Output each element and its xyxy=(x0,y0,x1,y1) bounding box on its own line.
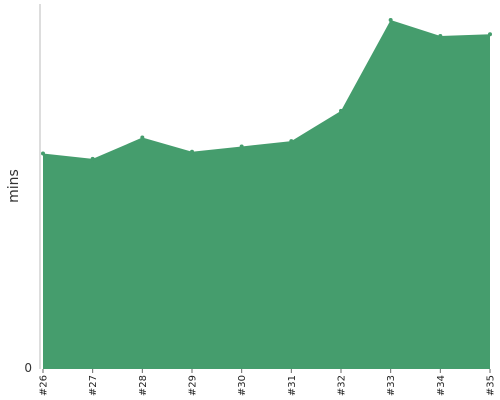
x-tick-label: #29 xyxy=(188,375,199,396)
x-tick-label: #31 xyxy=(287,375,298,396)
data-point xyxy=(41,151,45,156)
data-point xyxy=(339,108,343,113)
area-series xyxy=(43,20,490,370)
x-axis: #26 #27 #28 #29 #30 #31 #32 #33 #34 #35 xyxy=(39,369,497,396)
data-point xyxy=(239,144,244,149)
data-point xyxy=(90,156,95,161)
x-tick-label: #30 xyxy=(237,375,248,396)
data-point xyxy=(190,149,194,154)
plot-area xyxy=(41,18,492,370)
data-point xyxy=(488,32,492,37)
x-tick-label: #33 xyxy=(386,375,397,396)
x-tick-label: #35 xyxy=(486,375,497,396)
x-tick-label: #26 xyxy=(39,375,50,396)
y-axis-title: mins xyxy=(6,169,22,203)
x-tick-label: #28 xyxy=(138,375,149,396)
y-tick-label-0: 0 xyxy=(24,361,32,375)
data-point xyxy=(289,139,294,144)
x-tick-label: #32 xyxy=(337,375,348,396)
data-point xyxy=(438,34,443,39)
x-tick-label: #27 xyxy=(88,375,99,396)
data-point xyxy=(388,18,393,23)
data-point xyxy=(140,135,145,140)
x-tick-label: #34 xyxy=(436,375,447,396)
